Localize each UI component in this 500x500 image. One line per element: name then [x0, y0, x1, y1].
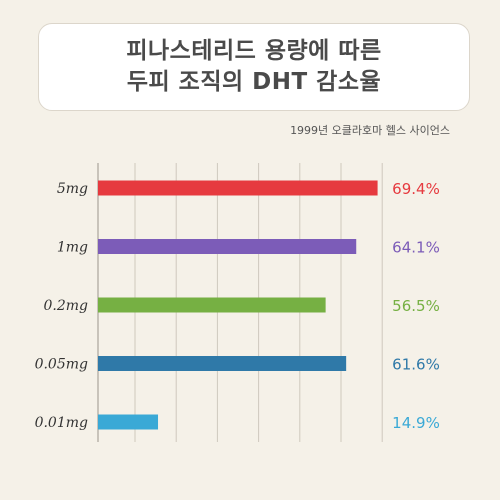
category-label: 1mg [57, 240, 88, 256]
title-box: 피나스테리드 용량에 따른 두피 조직의 DHT 감소율 [38, 23, 470, 111]
bar [98, 414, 159, 430]
bar [98, 356, 347, 371]
category-label: 0.05mg [35, 357, 88, 373]
category-label: 0.01mg [35, 415, 88, 431]
source-note: 1999년 오클라호마 헬스 사이언스 [290, 124, 450, 137]
value-label: 56.5% [392, 297, 440, 315]
bar [98, 297, 326, 313]
chart-title-line-2: 두피 조직의 DHT 감소율 [126, 69, 382, 95]
value-label: 64.1% [392, 239, 440, 257]
bar [98, 239, 357, 254]
category-label: 0.2mg [43, 298, 88, 314]
value-label: 14.9% [392, 414, 440, 432]
bar [98, 180, 378, 196]
category-label: 5mg [57, 181, 88, 197]
value-label: 69.4% [392, 180, 440, 198]
chart-title-line-1: 피나스테리드 용량에 따른 [126, 38, 382, 64]
value-label: 61.6% [392, 356, 440, 374]
